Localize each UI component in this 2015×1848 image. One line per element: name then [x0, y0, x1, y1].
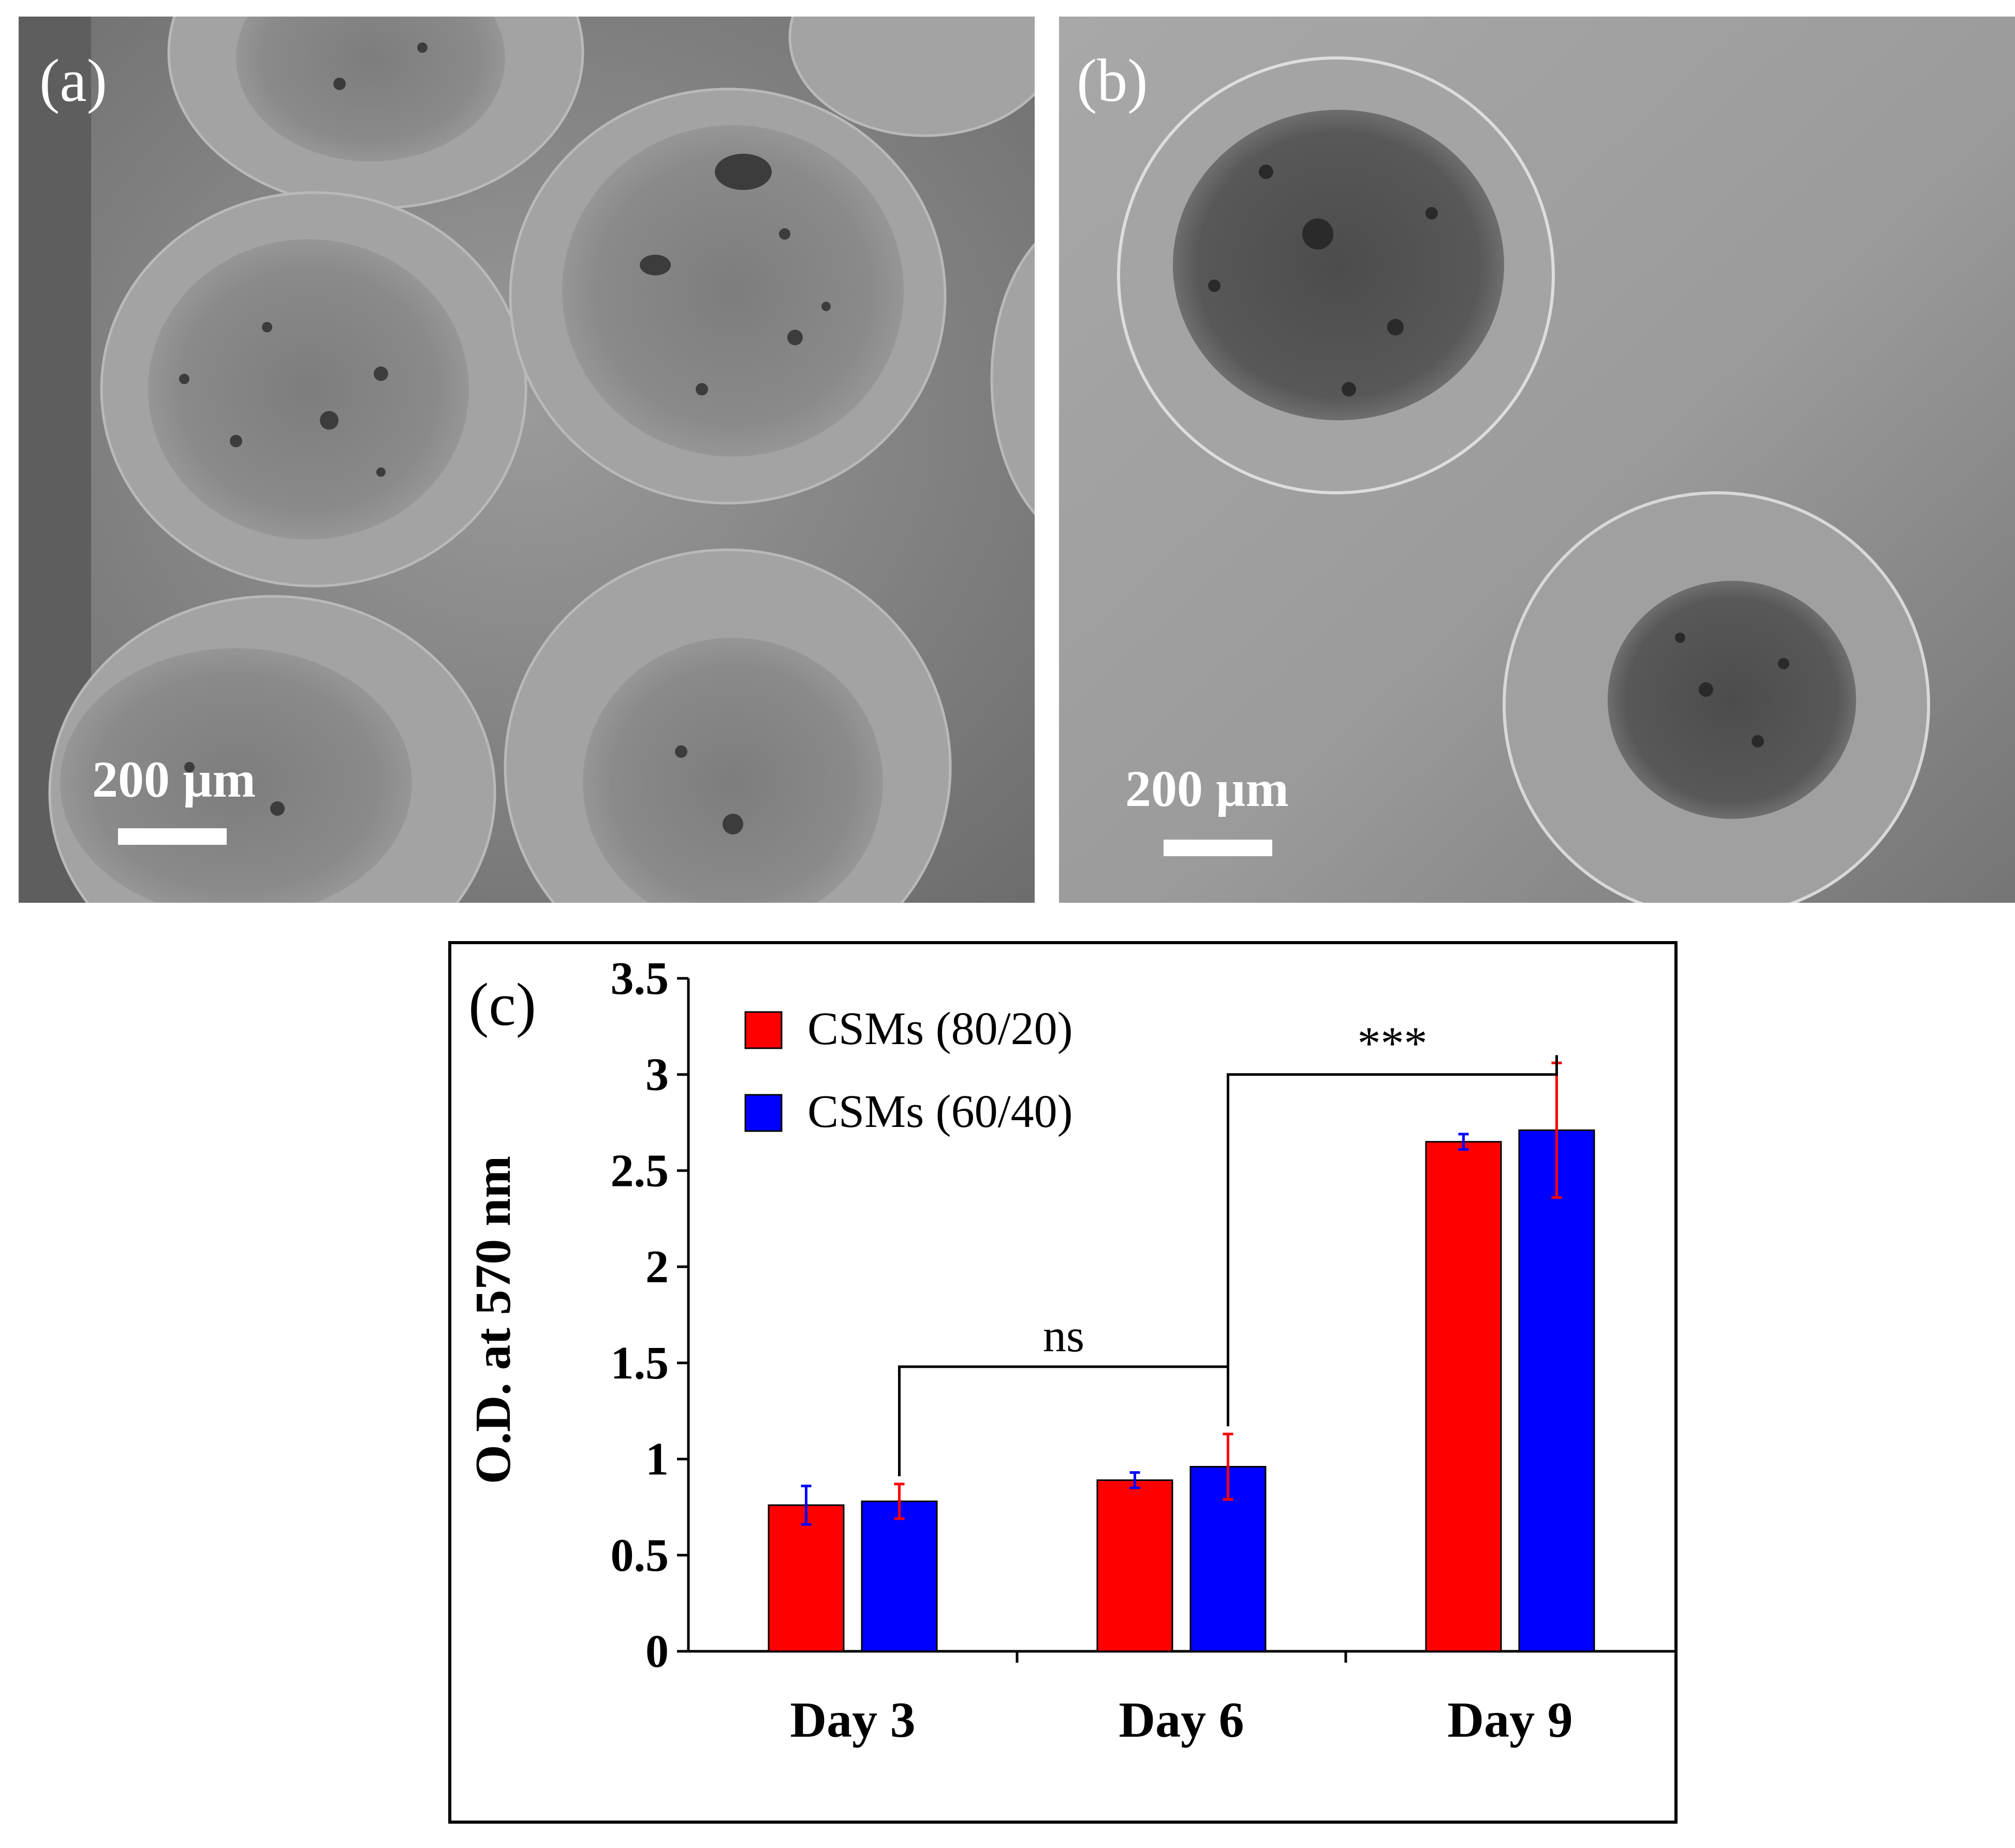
significance-label: ns	[1043, 1310, 1084, 1361]
legend-swatch	[744, 1011, 783, 1049]
microscopy-image-b	[1059, 17, 2015, 903]
scale-bar-b	[1164, 840, 1272, 856]
scale-label-a: 200 µm	[92, 751, 256, 808]
panel-letter-c: (c)	[468, 971, 536, 1038]
y-tick-label: 1	[645, 1434, 669, 1485]
panel-letter-b: (b)	[1077, 47, 1148, 114]
microscopy-image-a-graphic	[19, 17, 1035, 903]
bar	[861, 1500, 938, 1652]
x-tick-label: Day 6	[1119, 1692, 1244, 1748]
scale-label-b: 200 µm	[1125, 760, 1289, 817]
chart-frame	[448, 941, 1678, 1824]
x-tick-label: Day 9	[1447, 1692, 1572, 1748]
x-tick-label: Day 3	[790, 1692, 915, 1748]
y-axis-label: O.D. at 570 nm	[465, 1156, 521, 1484]
y-tick-label: 0	[645, 1626, 669, 1677]
y-tick-label: 1.5	[611, 1338, 669, 1389]
y-tick-label: 2.5	[611, 1145, 669, 1196]
bar	[1425, 1141, 1502, 1652]
microscopy-image-b-graphic	[1059, 17, 2015, 903]
panel-letter-a: (a)	[39, 47, 107, 114]
significance-bracket	[1227, 1055, 1558, 1427]
y-tick-label: 0.5	[611, 1530, 669, 1581]
y-tick-label: 3	[645, 1049, 669, 1101]
scale-bar-a	[118, 828, 227, 845]
significance-bracket	[898, 1365, 1229, 1476]
legend-label: CSMs (60/40)	[807, 1086, 1073, 1137]
legend-label: CSMs (80/20)	[807, 1003, 1073, 1054]
microscopy-image-a	[19, 17, 1035, 903]
legend-swatch	[744, 1094, 783, 1132]
significance-label: ***	[1358, 1018, 1428, 1069]
bar	[1518, 1129, 1595, 1652]
bar	[768, 1504, 845, 1652]
bar	[1096, 1479, 1173, 1652]
y-tick-label: 3.5	[611, 953, 669, 1004]
y-tick-label: 2	[645, 1241, 669, 1293]
